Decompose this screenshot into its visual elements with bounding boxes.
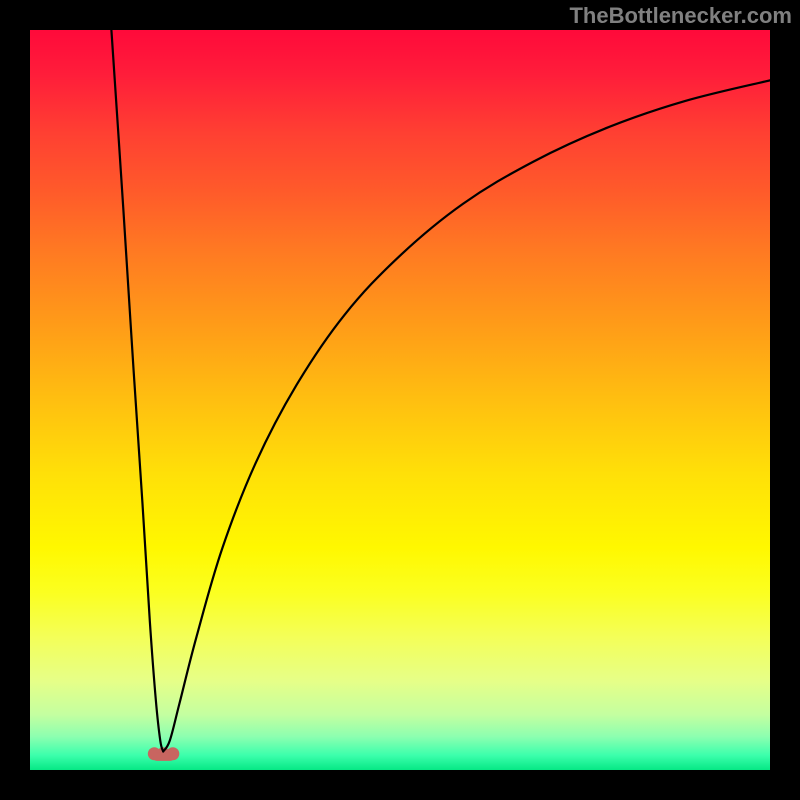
plot-area [30,30,770,770]
chart-stage: TheBottlenecker.com [0,0,800,800]
bottleneck-curve [111,30,770,752]
curve-layer [30,30,770,770]
watermark-text: TheBottlenecker.com [569,3,792,29]
vertex-marker [148,747,179,761]
